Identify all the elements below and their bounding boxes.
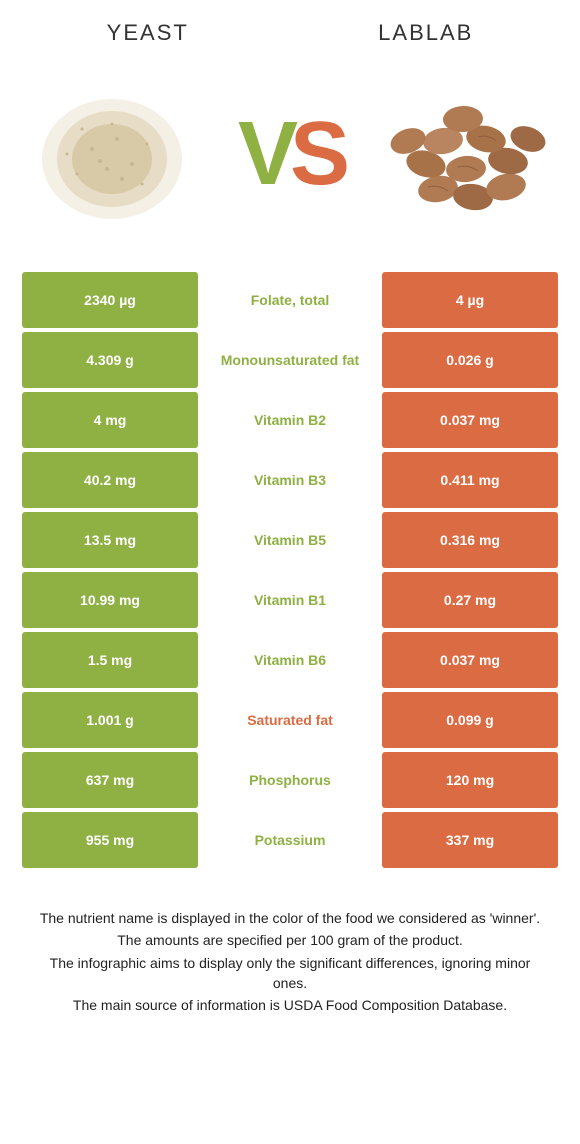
nutrient-label: Vitamin B6	[202, 632, 378, 688]
value-right: 0.037 mg	[382, 392, 558, 448]
nutrient-label: Monounsaturated fat	[202, 332, 378, 388]
header: YEAST LABLAB	[12, 20, 568, 46]
footer-notes: The nutrient name is displayed in the co…	[12, 908, 568, 1015]
table-row: 40.2 mgVitamin B30.411 mg	[22, 452, 558, 508]
nutrient-table: 2340 µgFolate, total4 µg4.309 gMonounsat…	[22, 272, 558, 868]
value-right: 0.411 mg	[382, 452, 558, 508]
food-right-title: LABLAB	[378, 20, 473, 46]
footer-line: The main source of information is USDA F…	[32, 995, 548, 1015]
table-row: 13.5 mgVitamin B50.316 mg	[22, 512, 558, 568]
hero-row: VS	[12, 64, 568, 244]
vs-s: S	[290, 104, 342, 204]
value-left: 4 mg	[22, 392, 198, 448]
footer-line: The infographic aims to display only the…	[32, 953, 548, 994]
value-right: 120 mg	[382, 752, 558, 808]
food-right-image	[378, 69, 558, 239]
value-left: 1.5 mg	[22, 632, 198, 688]
value-left: 637 mg	[22, 752, 198, 808]
value-left: 4.309 g	[22, 332, 198, 388]
nutrient-label: Vitamin B2	[202, 392, 378, 448]
food-left-title: YEAST	[107, 20, 189, 46]
value-left: 2340 µg	[22, 272, 198, 328]
vs-label: VS	[238, 109, 342, 199]
value-left: 40.2 mg	[22, 452, 198, 508]
table-row: 955 mgPotassium337 mg	[22, 812, 558, 868]
nutrient-label: Vitamin B1	[202, 572, 378, 628]
nutrient-label: Phosphorus	[202, 752, 378, 808]
nutrient-label: Potassium	[202, 812, 378, 868]
value-right: 0.037 mg	[382, 632, 558, 688]
value-left: 13.5 mg	[22, 512, 198, 568]
value-right: 0.026 g	[382, 332, 558, 388]
value-left: 955 mg	[22, 812, 198, 868]
table-row: 4.309 gMonounsaturated fat0.026 g	[22, 332, 558, 388]
footer-line: The amounts are specified per 100 gram o…	[32, 930, 548, 950]
value-left: 10.99 mg	[22, 572, 198, 628]
footer-line: The nutrient name is displayed in the co…	[32, 908, 548, 928]
vs-v: V	[238, 104, 290, 204]
table-row: 2340 µgFolate, total4 µg	[22, 272, 558, 328]
nutrient-label: Vitamin B5	[202, 512, 378, 568]
food-left-image	[22, 69, 202, 239]
value-right: 337 mg	[382, 812, 558, 868]
value-right: 0.27 mg	[382, 572, 558, 628]
table-row: 1.5 mgVitamin B60.037 mg	[22, 632, 558, 688]
nutrient-label: Vitamin B3	[202, 452, 378, 508]
nutrient-label: Saturated fat	[202, 692, 378, 748]
value-right: 0.316 mg	[382, 512, 558, 568]
table-row: 1.001 gSaturated fat0.099 g	[22, 692, 558, 748]
value-left: 1.001 g	[22, 692, 198, 748]
value-right: 4 µg	[382, 272, 558, 328]
table-row: 637 mgPhosphorus120 mg	[22, 752, 558, 808]
table-row: 10.99 mgVitamin B10.27 mg	[22, 572, 558, 628]
nutrient-label: Folate, total	[202, 272, 378, 328]
value-right: 0.099 g	[382, 692, 558, 748]
table-row: 4 mgVitamin B20.037 mg	[22, 392, 558, 448]
